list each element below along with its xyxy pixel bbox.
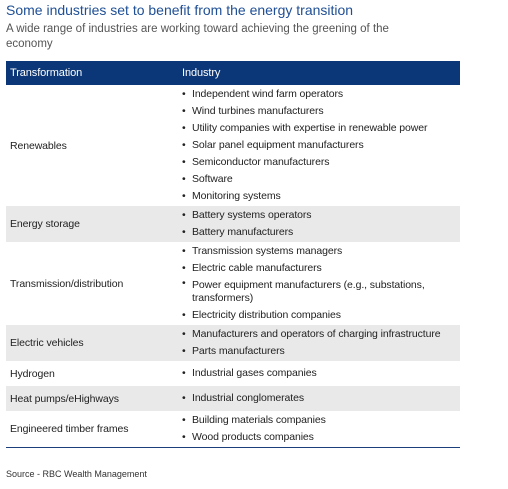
industry-item: Electricity distribution companies	[182, 307, 456, 324]
column-header: Industry	[178, 61, 460, 85]
industry-item: Wood products companies	[182, 429, 456, 446]
transformation-cell: Electric vehicles	[6, 325, 178, 361]
table-body: Renewables Independent wind farm operator…	[6, 85, 460, 448]
industry-item: Wind turbines manufacturers	[182, 103, 456, 120]
industry-list: Manufacturers and operators of charging …	[182, 326, 456, 360]
industry-list: Independent wind farm operatorsWind turb…	[182, 86, 456, 205]
subtitle: A wide range of industries are working t…	[6, 23, 389, 50]
industry-cell: Independent wind farm operatorsWind turb…	[178, 85, 460, 206]
transformation-cell: Engineered timber frames	[10, 423, 129, 435]
industry-cell: Transmission systems managersElectric ca…	[178, 242, 460, 325]
industry-item: Parts manufacturers	[182, 343, 456, 360]
industry-item: Manufacturers and operators of charging …	[182, 326, 456, 343]
industry-item: Industrial conglomerates	[182, 390, 456, 407]
industry-list: Industrial conglomerates	[182, 390, 456, 407]
industry-cell: Manufacturers and operators of charging …	[178, 325, 460, 361]
industry-cell: Building materials companiesWood product…	[178, 411, 460, 448]
industry-list: Transmission systems managersElectric ca…	[182, 243, 456, 324]
transformation-cell: Hydrogen	[10, 367, 55, 380]
table-row: Electric vehiclesManufacturers and opera…	[6, 325, 460, 361]
source: Source - RBC Wealth Management	[6, 469, 147, 479]
title: Some industries set to benefit from the …	[6, 2, 354, 18]
industry-item: Battery systems operators	[182, 207, 456, 224]
industry-table: Transformation Industry Renewables Indepe…	[6, 61, 460, 448]
header-row: Transformation Industry	[6, 61, 460, 85]
industry-list: Building materials companiesWood product…	[182, 412, 456, 446]
column-header: Transformation	[6, 61, 178, 85]
table-row: Hydrogen Industrial gases companies	[6, 361, 460, 386]
industry-item: Battery manufacturers	[182, 224, 456, 241]
industry-item: Solar panel equipment manufacturers	[182, 137, 456, 154]
transformation-cell: Transmission/distribution	[10, 277, 124, 290]
industry-item: Utility companies with expertise in rene…	[182, 120, 456, 137]
industry-item: Power equipment manufacturers (e.g., sub…	[182, 277, 456, 307]
table-row: Renewables Independent wind farm operator…	[6, 85, 460, 206]
table-row: Energy storageBattery systems operatorsB…	[6, 206, 460, 242]
industry-item: Software	[182, 171, 456, 188]
industry-cell: Industrial conglomerates	[178, 386, 460, 411]
table-row: Transmission/distribution Transmission sy…	[6, 242, 460, 325]
transformation-cell: Energy storage	[6, 206, 178, 242]
transformation-cell: Renewables	[10, 139, 67, 152]
transformation-cell: Heat pumps/eHighways	[6, 386, 178, 411]
industry-item: Monitoring systems	[182, 188, 456, 205]
table-row: Heat pumps/eHighwaysIndustrial conglomer…	[6, 386, 460, 411]
industry-cell: Industrial gases companies	[178, 361, 460, 386]
industry-item: Transmission systems managers	[182, 243, 456, 260]
industry-cell: Battery systems operatorsBattery manufac…	[178, 206, 460, 242]
industry-item: Industrial gases companies	[182, 365, 456, 382]
industry-item: Electric cable manufacturers	[182, 260, 456, 277]
table-row: Engineered timber frames Building materia…	[6, 411, 460, 448]
industry-list: Industrial gases companies	[182, 365, 456, 382]
industry-item: Building materials companies	[182, 412, 456, 429]
industry-item: Semiconductor manufacturers	[182, 154, 456, 171]
industry-item: Independent wind farm operators	[182, 86, 456, 103]
industry-list: Battery systems operatorsBattery manufac…	[182, 207, 456, 241]
